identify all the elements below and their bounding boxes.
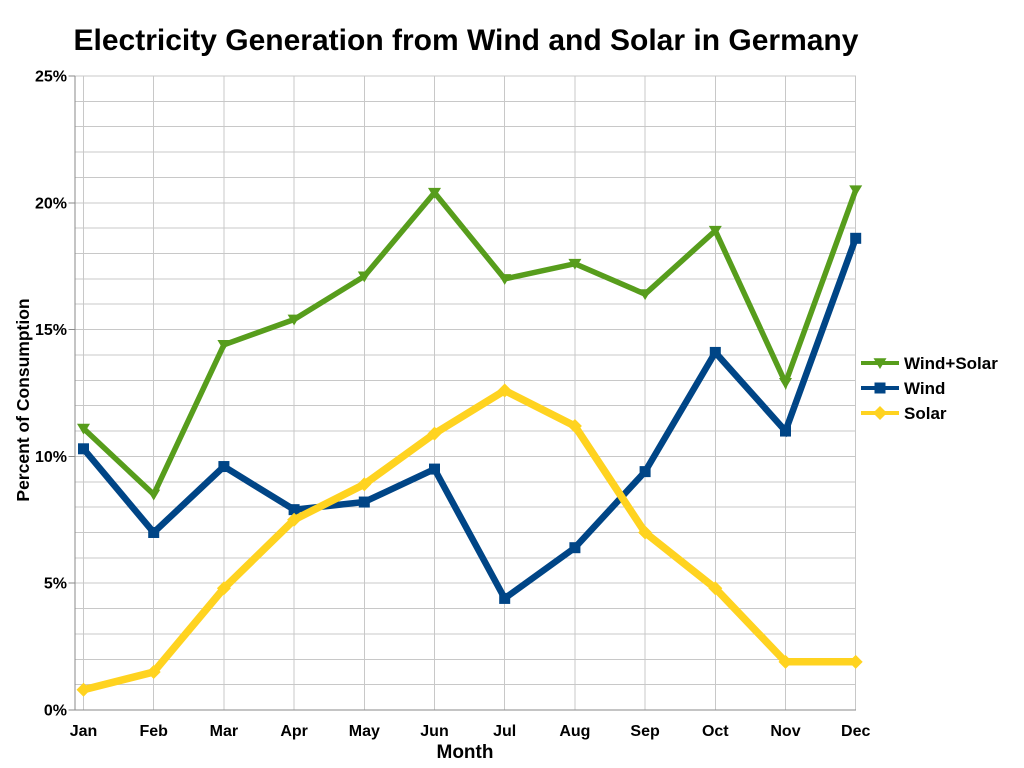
axes	[68, 75, 856, 711]
solar-data-point-marker	[848, 654, 863, 669]
y-tick-label: 10%	[35, 449, 67, 466]
wind-data-point-marker	[569, 542, 581, 554]
wind-data-point-marker	[780, 425, 791, 437]
wind-solar-data-point-marker	[779, 378, 792, 389]
solar-data-point-marker	[287, 512, 302, 527]
legend-item-solar: Solar	[861, 404, 947, 423]
x-tick-label: Sep	[630, 723, 660, 740]
legend-label: Solar	[904, 404, 947, 423]
legend: Wind+Solar Wind Solar	[861, 354, 998, 423]
wind-data-point-marker	[499, 592, 511, 604]
y-tick-label: 15%	[35, 322, 67, 339]
solar-data-point-marker	[778, 654, 793, 669]
legend-item-wind-solar: Wind+Solar	[861, 354, 998, 373]
y-axis-title: Percent of Consumption	[13, 298, 33, 501]
x-tick-label: Jul	[493, 723, 516, 740]
solar-data-point-marker	[708, 581, 723, 596]
wind-data-point-marker	[709, 346, 721, 358]
wind-solar-data-point-marker	[147, 489, 161, 501]
wind-line	[81, 237, 859, 604]
x-tick-labels: Jan Feb Mar Apr May Jun Jul Aug Sep Oct Nov Dec	[70, 723, 871, 740]
x-tick-label: Aug	[559, 723, 590, 740]
solar-data-point-marker	[76, 682, 91, 697]
solar-data-point-marker	[357, 477, 372, 492]
solar-data-point-marker	[146, 664, 161, 679]
series-lines	[76, 185, 863, 697]
solar-data-point-marker	[427, 426, 442, 441]
gridlines	[75, 75, 857, 710]
wind-solar-data-point-marker	[77, 423, 90, 435]
solar-data-point-marker	[638, 525, 653, 540]
x-tick-label: Oct	[702, 723, 729, 740]
x-tick-label: Feb	[139, 723, 168, 740]
wind-solar-line	[81, 188, 859, 499]
y-tick-labels: 0% 5% 10% 15% 20% 25%	[35, 69, 67, 720]
wind-solar-data-point-marker	[357, 271, 371, 283]
triangle-down-marker-icon	[873, 358, 887, 369]
legend-label: Wind+Solar	[904, 354, 998, 373]
legend-item-wind: Wind	[861, 379, 945, 398]
solar-data-point-marker	[497, 383, 512, 398]
wind-solar-data-point-marker	[428, 187, 441, 199]
wind-solar-data-point-marker	[849, 185, 863, 197]
x-axis-title: Month	[437, 742, 494, 763]
wind-solar-data-point-marker	[287, 314, 301, 326]
wind-solar-data-point-marker	[708, 225, 722, 237]
wind-solar-data-point-marker	[638, 289, 652, 301]
wind-solar-data-point-marker	[568, 258, 582, 270]
wind-solar-data-point-marker	[217, 340, 231, 351]
solar-data-point-marker	[567, 418, 582, 433]
square-marker-icon	[874, 382, 886, 394]
solar-line	[82, 386, 856, 694]
legend-label: Wind	[904, 379, 945, 398]
y-tick-label: 20%	[35, 195, 67, 212]
wind-data-point-marker	[639, 466, 651, 478]
x-tick-label: Jun	[420, 723, 448, 740]
wind-data-point-marker	[429, 463, 440, 475]
wind-solar-data-point-marker	[498, 274, 512, 285]
y-tick-label: 5%	[44, 576, 67, 593]
wind-data-point-marker	[288, 504, 300, 516]
y-tick-label: 25%	[35, 69, 67, 86]
x-tick-label: Mar	[210, 723, 238, 740]
wind-data-point-marker	[78, 443, 89, 455]
solar-data-point-marker	[216, 581, 231, 596]
wind-data-point-marker	[850, 232, 862, 244]
wind-data-point-marker	[358, 496, 370, 508]
wind-data-point-marker	[148, 526, 160, 538]
wind-data-point-marker	[218, 461, 230, 473]
y-tick-label: 0%	[44, 703, 67, 720]
chart-title: Electricity Generation from Wind and Sol…	[74, 24, 859, 57]
x-tick-label: Apr	[280, 723, 308, 740]
x-tick-label: Nov	[770, 723, 800, 740]
x-tick-label: Dec	[841, 723, 870, 740]
diamond-marker-icon	[873, 406, 887, 420]
x-tick-label: Jan	[70, 723, 98, 740]
x-tick-label: May	[349, 723, 380, 740]
